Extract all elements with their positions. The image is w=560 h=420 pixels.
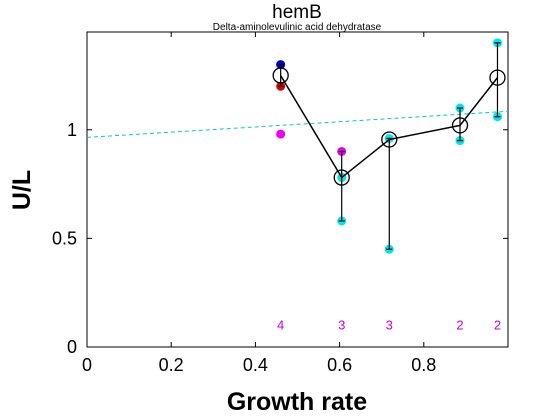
sample-count-label: 2 [456, 317, 463, 332]
trend-line [86, 110, 509, 138]
x-tick-label: 0.2 [159, 355, 184, 375]
mean-point [381, 131, 398, 148]
sample-count-label: 2 [494, 317, 501, 332]
mean-point [451, 117, 469, 134]
y-tick-label: 1 [67, 120, 77, 140]
y-tick-label: 0 [67, 337, 77, 357]
mean-line [280, 75, 499, 179]
y-tick-label: 0.5 [52, 228, 77, 248]
mean-point [489, 69, 506, 86]
sample-count-label: 4 [277, 317, 284, 332]
replicate-point [276, 129, 286, 139]
sample-count-label: 3 [386, 317, 393, 332]
y-axis-label: U/L [8, 170, 36, 210]
plot-area [86, 31, 509, 348]
mean-point [333, 169, 350, 186]
x-tick-label: 0 [82, 355, 92, 375]
x-tick-label: 0.4 [243, 355, 268, 375]
chart-title: hemB [272, 2, 322, 23]
x-tick-label: 0.8 [411, 355, 436, 375]
sample-count-label: 3 [338, 317, 345, 332]
x-tick-label: 0.6 [327, 355, 352, 375]
mean-point [272, 67, 289, 84]
chart-subtitle: Delta-aminolevulinic acid dehydratase [213, 22, 382, 33]
x-axis-label: Growth rate [227, 388, 367, 416]
